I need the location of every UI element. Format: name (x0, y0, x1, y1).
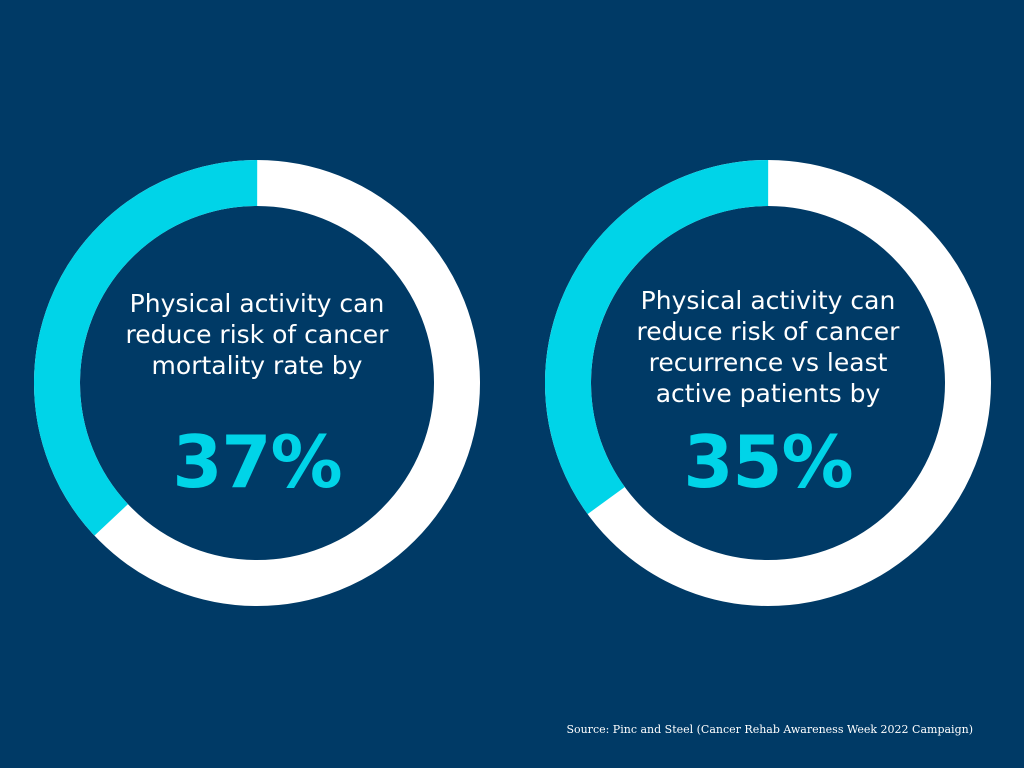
donut-ring-mortality (34, 160, 480, 606)
donut-value-arc-recurrence (545, 160, 991, 606)
donut-value-recurrence: 35% (683, 420, 853, 504)
donut-value-mortality: 37% (172, 420, 342, 504)
donut-chart-mortality: Physical activity can reduce risk of can… (34, 160, 480, 606)
donut-chart-recurrence: Physical activity can reduce risk of can… (545, 160, 991, 606)
donut-ring-recurrence (545, 160, 991, 606)
donut-label-recurrence: Physical activity can reduce risk of can… (636, 286, 900, 408)
source-citation: Source: Pinc and Steel (Cancer Rehab Awa… (566, 723, 973, 736)
donut-label-mortality: Physical activity can reduce risk of can… (125, 289, 389, 380)
